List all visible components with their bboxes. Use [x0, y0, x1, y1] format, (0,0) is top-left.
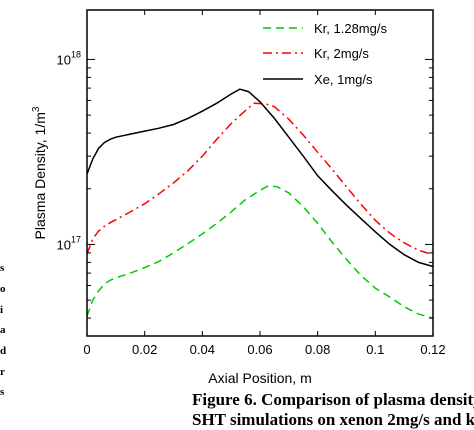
series-line-2 [87, 88, 433, 268]
edge-char: r [0, 366, 5, 378]
legend-label-kr-128: Kr, 1.28mg/s [314, 21, 387, 36]
edge-char: d [0, 345, 7, 357]
caption-line-2: SHT simulations on xenon 2mg/s and krypt… [192, 410, 474, 429]
x-axis-label: Axial Position, m [208, 370, 311, 386]
x-tick-label: 0.04 [190, 342, 215, 357]
figure-caption: Figure 6. Comparison of plasma density o… [192, 390, 474, 430]
y-tick-label: 1017 [57, 234, 81, 252]
tick-layer: 0 0.02 0.04 0.06 0.08 0.1 0.12 1017 1018 [57, 10, 446, 357]
page-edge-fragment: s o i a d r s [0, 0, 10, 427]
edge-char: s [0, 262, 5, 274]
series-line-0 [87, 184, 433, 319]
series-layer [87, 88, 433, 319]
series-line-1 [87, 102, 433, 256]
legend: Kr, 1.28mg/s Kr, 2mg/s Xe, 1mg/s [263, 21, 387, 87]
x-tick-label: 0.1 [366, 342, 384, 357]
edge-char: a [0, 324, 6, 336]
edge-char: s [0, 386, 5, 398]
caption-line-1: Figure 6. Comparison of plasma density o… [192, 390, 474, 409]
x-tick-label: 0.06 [247, 342, 272, 357]
plot-frame [86, 9, 434, 337]
y-tick-label: 1018 [57, 49, 81, 67]
x-tick-label: 0.02 [132, 342, 157, 357]
y-axis-label: Plasma Density, 1/m3 [31, 106, 48, 239]
x-tick-label: 0 [83, 342, 90, 357]
x-tick-label: 0.12 [420, 342, 445, 357]
legend-label-xe-1: Xe, 1mg/s [314, 72, 373, 87]
edge-char: i [0, 304, 4, 316]
x-tick-label: 0.08 [305, 342, 330, 357]
edge-char: o [0, 283, 6, 295]
legend-label-kr-2: Kr, 2mg/s [314, 46, 369, 61]
y-axis-label-exp: 3 [31, 106, 42, 112]
